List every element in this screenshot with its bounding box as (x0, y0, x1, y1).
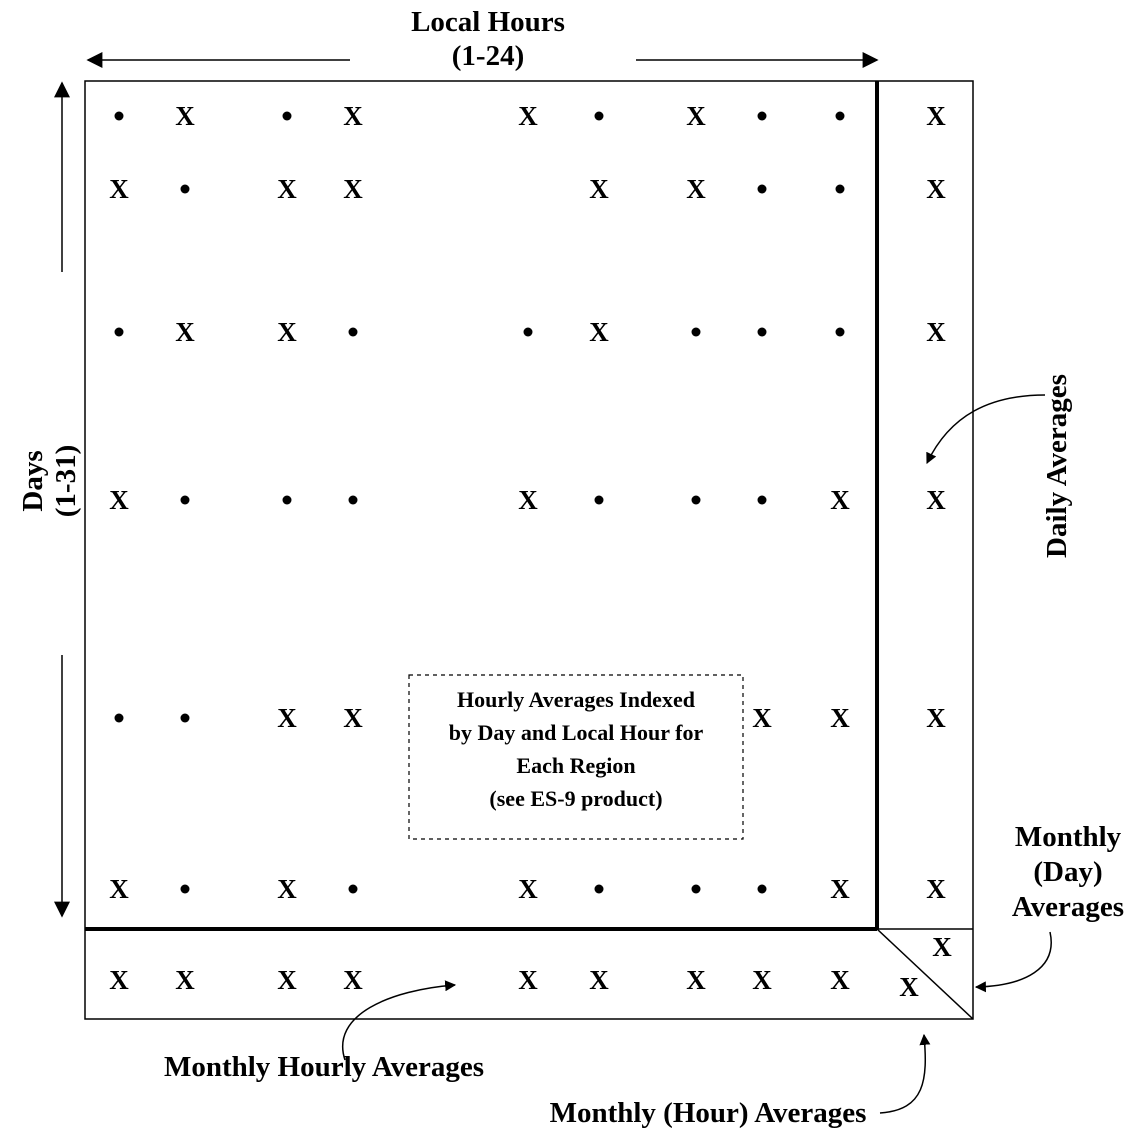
daily-averages-arrow (926, 394, 1046, 464)
monthly-hour-averages-label: Monthly (Hour) Averages (550, 1097, 867, 1128)
daily-average-x-marker: X (926, 874, 946, 904)
grid-dot-marker (180, 884, 190, 894)
note-line-3: Each Region (516, 753, 635, 778)
grid-x-marker: X (686, 174, 706, 204)
grid-dot-marker (282, 495, 292, 505)
grid-x-marker: X (589, 317, 609, 347)
monthly-hourly-x-marker: X (175, 965, 195, 995)
daily-average-x-marker: X (926, 703, 946, 733)
grid-x-marker: X (752, 703, 772, 733)
grid-x-marker: X (277, 874, 297, 904)
monthly-hourly-x-marker: X (343, 965, 363, 995)
monthly-hourly-x-marker: X (277, 965, 297, 995)
grid-dot-marker (691, 327, 701, 337)
grid-x-marker: X (343, 703, 363, 733)
grid-dot-marker (757, 495, 767, 505)
grid-dot-marker (114, 111, 124, 121)
daily-average-x-marker: X (926, 174, 946, 204)
grid-dot-marker (757, 884, 767, 894)
grid-dot-marker (835, 327, 845, 337)
grid-x-marker: X (830, 485, 850, 515)
monthly-hourly-x-marker: X (589, 965, 609, 995)
grid-dot-marker (180, 495, 190, 505)
grid-dot-marker (282, 111, 292, 121)
grid-dot-marker (348, 495, 358, 505)
grid-dot-marker (594, 495, 604, 505)
days-range: (1-31) (50, 445, 82, 517)
monthly-day-arrow (974, 931, 1052, 993)
daily-average-x-marker: X (926, 101, 946, 131)
grid-dot-marker (180, 184, 190, 194)
monthly-hourly-x-marker: X (686, 965, 706, 995)
grid-x-marker: X (589, 174, 609, 204)
grid-x-marker: X (518, 874, 538, 904)
daily-average-x-marker: X (926, 485, 946, 515)
grid-dot-marker (594, 884, 604, 894)
grid-dot-marker (348, 884, 358, 894)
grid-dot-marker (757, 184, 767, 194)
monthly-hour-average-x-marker: X (899, 972, 919, 1002)
grid-dot-marker (594, 111, 604, 121)
daily-averages-label: Daily Averages (1041, 374, 1073, 558)
grid-dot-marker (348, 327, 358, 337)
corner-cell-markers: XX (899, 932, 952, 1002)
callout-arrows (342, 394, 1052, 1114)
grid-dot-marker (691, 495, 701, 505)
grid-dot-marker (757, 111, 767, 121)
monthly-hourly-averages-label: Monthly Hourly Averages (164, 1051, 484, 1083)
monthly-hourly-x-marker: X (109, 965, 129, 995)
grid-dot-marker (114, 327, 124, 337)
monthly-day-averages-line1: Monthly (1015, 821, 1122, 853)
daily-average-x-marker: X (926, 317, 946, 347)
grid-x-marker: X (277, 317, 297, 347)
grid-x-marker: X (277, 174, 297, 204)
grid-dot-marker (691, 884, 701, 894)
grid-x-marker: X (175, 101, 195, 131)
note-line-1: Hourly Averages Indexed (457, 687, 695, 712)
grid-x-marker: X (109, 874, 129, 904)
daily-averages-column: X X X X X X (926, 101, 946, 904)
monthly-day-averages-line3: Averages (1012, 891, 1124, 923)
note-line-2: by Day and Local Hour for (449, 720, 704, 745)
grid-x-marker: X (343, 174, 363, 204)
grid-dot-marker (180, 713, 190, 723)
monthly-hourly-x-marker: X (518, 965, 538, 995)
monthly-hourly-x-marker: X (830, 965, 850, 995)
grid-x-marker: X (343, 101, 363, 131)
note-box (408, 674, 744, 840)
monthly-day-averages-line2: (Day) (1033, 856, 1102, 888)
grid-dot-marker (523, 327, 533, 337)
corner-cell-diagonal (876, 928, 974, 1020)
monthly-day-average-x-marker: X (932, 932, 952, 962)
grid-dot-marker (757, 327, 767, 337)
hourly-average-grid: X X X X X X X X X X X X X X X X X X X X X X X (109, 101, 850, 904)
days-title: Days (17, 450, 49, 511)
monthly-hour-arrow (879, 1033, 931, 1114)
grid-x-marker: X (175, 317, 195, 347)
outer-frame (84, 80, 974, 1020)
labels: Local Hours (1-24) Days (1-31) Daily Ave… (17, 6, 1124, 1128)
monthly-hourly-x-marker: X (752, 965, 772, 995)
grid-x-marker: X (518, 101, 538, 131)
grid-x-marker: X (109, 485, 129, 515)
grid-x-marker: X (109, 174, 129, 204)
grid-x-marker: X (277, 703, 297, 733)
local-hours-range: (1-24) (452, 40, 524, 72)
grid-dot-marker (835, 111, 845, 121)
note-line-4: (see ES-9 product) (489, 786, 662, 811)
grid-dot-marker (114, 713, 124, 723)
local-hours-title: Local Hours (411, 6, 565, 38)
monthly-hourly-arrow (342, 980, 457, 1061)
grid-x-marker: X (518, 485, 538, 515)
grid-x-marker: X (830, 874, 850, 904)
grid-x-marker: X (830, 703, 850, 733)
grid-x-marker: X (686, 101, 706, 131)
frame-lines (84, 80, 974, 1020)
grid-dot-marker (835, 184, 845, 194)
